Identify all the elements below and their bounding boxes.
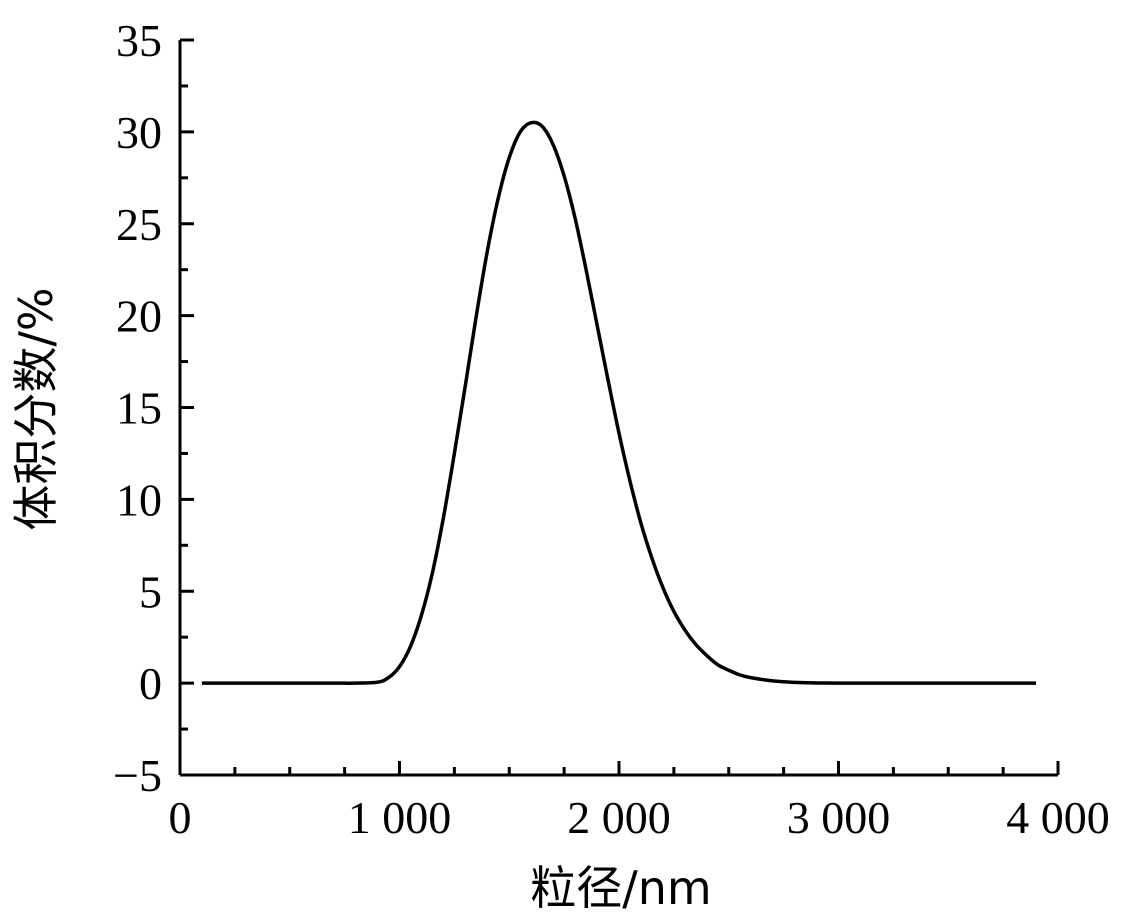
series-group [201, 120, 1037, 685]
y-tick-label: 35 [116, 15, 162, 66]
y-tick-label: −5 [113, 750, 162, 801]
y-tick-label: 10 [116, 474, 162, 525]
x-tick-label: 4 000 [1006, 792, 1110, 843]
series-line [201, 120, 1037, 685]
y-axis-major-ticks [180, 38, 194, 777]
x-tick-label: 2 000 [567, 792, 671, 843]
x-axis-title: 粒径/nm [530, 861, 711, 915]
x-tick-label: 1 000 [348, 792, 452, 843]
y-tick-label: 30 [116, 107, 162, 158]
y-tick-label: 15 [116, 383, 162, 434]
y-tick-label: 20 [116, 291, 162, 342]
y-tick-label: 5 [139, 566, 162, 617]
x-axis-major-ticks [178, 761, 1060, 775]
y-tick-label: 0 [139, 658, 162, 709]
x-axis-tick-labels: 0 1 000 2 000 3 000 4 000 [169, 792, 1110, 843]
x-tick-label: 0 [169, 792, 192, 843]
y-axis-tick-labels: −5 0 5 10 15 20 25 30 35 [113, 15, 162, 801]
y-tick-label: 25 [116, 199, 162, 250]
x-tick-label: 3 000 [787, 792, 891, 843]
y-axis-title: 体积分数/% [9, 287, 63, 530]
